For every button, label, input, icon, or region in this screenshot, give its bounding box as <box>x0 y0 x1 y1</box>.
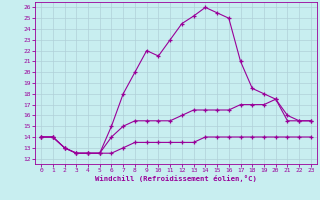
X-axis label: Windchill (Refroidissement éolien,°C): Windchill (Refroidissement éolien,°C) <box>95 175 257 182</box>
